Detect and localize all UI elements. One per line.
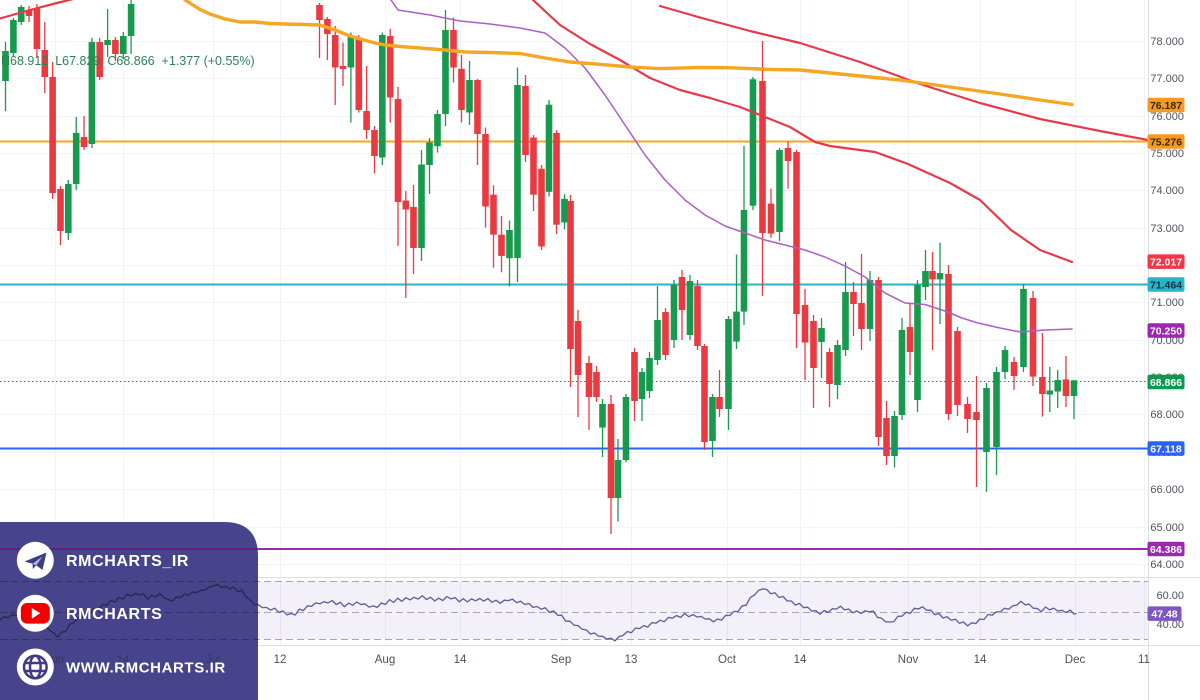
svg-text:71.464: 71.464: [1150, 279, 1182, 291]
svg-text:RMCHARTS: RMCHARTS: [66, 606, 162, 623]
svg-text:72.017: 72.017: [1150, 256, 1182, 268]
svg-text:Dec: Dec: [1065, 654, 1086, 666]
svg-text:Aug: Aug: [375, 654, 395, 666]
svg-text:47.48: 47.48: [1151, 608, 1177, 620]
svg-text:76.187: 76.187: [1150, 100, 1182, 112]
svg-text:68.000: 68.000: [1150, 409, 1184, 421]
svg-text:RMCHARTS_IR: RMCHARTS_IR: [66, 553, 189, 570]
svg-text:68.866: 68.866: [1150, 377, 1182, 389]
svg-text:70.250: 70.250: [1150, 325, 1182, 337]
svg-text:Nov: Nov: [898, 654, 919, 666]
svg-text:WWW.RMCHARTS.IR: WWW.RMCHARTS.IR: [66, 660, 226, 677]
svg-text:75.276: 75.276: [1150, 136, 1182, 148]
svg-text:66.000: 66.000: [1150, 484, 1184, 496]
svg-text:Jul: Jul: [206, 654, 220, 666]
svg-text:70.000: 70.000: [1150, 335, 1184, 347]
svg-text:14: 14: [117, 654, 129, 666]
svg-text:77.000: 77.000: [1150, 73, 1184, 85]
svg-text:60.00: 60.00: [1156, 590, 1184, 602]
svg-text:67.118: 67.118: [1150, 443, 1182, 455]
svg-text:14: 14: [454, 654, 467, 666]
svg-text:64.386: 64.386: [1150, 544, 1182, 556]
svg-text:H68.912 L67.829 C68.866 +1.: H68.912 L67.829 C68.866 +1.377 (+0.55%): [1, 54, 255, 68]
svg-text:Sep: Sep: [551, 654, 571, 666]
svg-text:12: 12: [274, 654, 287, 666]
svg-text:71.000: 71.000: [1150, 297, 1184, 309]
svg-text:73.000: 73.000: [1150, 223, 1184, 235]
svg-text:40.00: 40.00: [1156, 619, 1184, 631]
svg-text:75.000: 75.000: [1150, 148, 1184, 160]
svg-text:14: 14: [794, 654, 807, 666]
svg-text:78.000: 78.000: [1150, 36, 1184, 48]
svg-text:76.000: 76.000: [1150, 111, 1184, 123]
svg-text:64.000: 64.000: [1150, 559, 1184, 571]
svg-text:65.000: 65.000: [1150, 522, 1184, 534]
svg-text:14: 14: [974, 654, 987, 666]
svg-text:11: 11: [1138, 654, 1150, 666]
svg-text:Oct: Oct: [718, 654, 737, 666]
svg-text:74.000: 74.000: [1150, 185, 1184, 197]
svg-text:13: 13: [625, 654, 638, 666]
